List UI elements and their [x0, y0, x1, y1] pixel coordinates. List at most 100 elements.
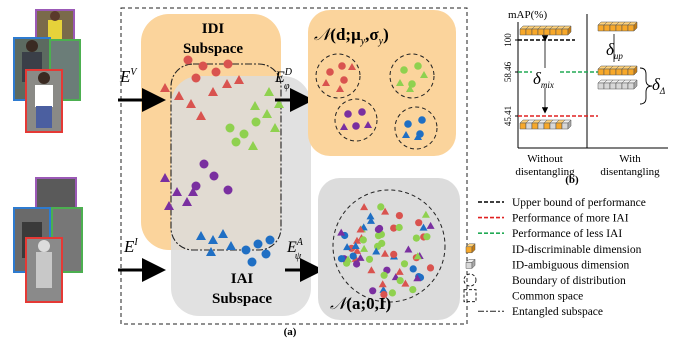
iai-distribution-formula: 𝒩(a;0,I)	[330, 294, 391, 314]
cubes-with-bottom	[597, 79, 638, 90]
mixed-point	[421, 210, 430, 218]
legend-label: Performance of less IAI	[512, 228, 622, 240]
mixed-point	[367, 266, 376, 274]
legend-dashdot-line-entry: Entangled subspace	[478, 306, 603, 318]
mixed-point	[390, 224, 398, 232]
cubes-with-top	[597, 21, 638, 32]
mixed-point	[377, 203, 385, 211]
mixed-point	[396, 277, 404, 285]
mixed-point	[412, 234, 420, 242]
mixed-point	[353, 236, 361, 244]
common-space-frame	[120, 7, 468, 325]
mixed-point	[374, 225, 382, 234]
legend: Upper bound of performance Performance of…	[463, 197, 646, 318]
legend-gray-cube-entry: ID-ambiguous dimension	[465, 259, 629, 271]
mixed-point	[401, 279, 410, 287]
y-tick-label: 45.41	[503, 106, 513, 126]
mixed-point	[378, 280, 387, 288]
mixed-point	[369, 287, 377, 295]
x-label-without-line1: Without	[527, 153, 563, 165]
mixed-point	[413, 274, 422, 282]
mixed-point	[353, 246, 362, 254]
mixed-point	[374, 242, 382, 250]
mixed-point	[367, 216, 375, 224]
legend-label: Entangled subspace	[512, 306, 603, 318]
idi-head-label: ED φ	[274, 67, 293, 92]
y-tick-label: 100	[503, 33, 513, 47]
mixed-point	[390, 250, 398, 258]
iai-distribution-boundary	[332, 189, 446, 303]
mixed-point	[379, 285, 388, 293]
y-tick-label: 58.46	[503, 61, 513, 82]
idi-title-line1: IDI	[202, 21, 225, 37]
mixed-point	[359, 236, 367, 244]
panel-b-chart: mAP(%) 100 58.46 45.41 Without disentangli…	[503, 9, 668, 186]
iai-mixed-points	[337, 203, 435, 299]
legend-black-dash-entry: Upper bound of performance	[478, 197, 646, 209]
cubes-with-mid	[597, 65, 638, 76]
mixed-point	[395, 267, 404, 275]
x-label-without-line2: disentangling	[515, 166, 575, 178]
cubes-without-top	[519, 25, 572, 36]
mixed-point	[381, 207, 390, 215]
legend-label: ID-ambiguous dimension	[512, 259, 629, 271]
legend-red-dash-entry: Performance of more IAI	[478, 213, 629, 225]
mixed-point	[360, 203, 369, 211]
mixed-point	[381, 249, 389, 257]
mixed-point	[353, 260, 361, 268]
mixed-point	[343, 243, 352, 251]
mixed-point	[351, 242, 360, 249]
mixed-point	[365, 255, 374, 263]
mixed-point	[356, 253, 365, 261]
mixed-point	[415, 219, 423, 227]
mixed-point	[356, 225, 365, 233]
mixed-point	[413, 252, 422, 260]
mixed-point	[380, 271, 388, 279]
mixed-point	[395, 212, 403, 220]
mixed-point	[419, 223, 428, 231]
visible-person-images	[13, 9, 81, 133]
mixed-point	[426, 264, 435, 272]
idi-title-line2: Subspace	[183, 41, 243, 57]
mixed-point	[409, 265, 417, 273]
delta-diff-label: δΔ	[652, 75, 665, 96]
cubes-without-bottom	[519, 119, 572, 130]
iai-title-line2: Subspace	[212, 291, 272, 307]
mixed-point	[344, 255, 352, 263]
mixed-point	[404, 245, 413, 253]
subspace-feature-points	[160, 55, 284, 267]
mixed-point	[426, 221, 435, 229]
legend-orange-cube-entry: ID-discriminable dimension	[465, 243, 642, 256]
legend-label: ID-discriminable dimension	[512, 244, 642, 256]
mixed-point	[423, 233, 431, 241]
iai-head-label: EA ψ	[286, 237, 304, 262]
mixed-point	[395, 223, 403, 232]
mixed-point	[349, 252, 357, 260]
y-axis-label: mAP(%)	[508, 9, 547, 21]
delta-up-label: δup	[606, 40, 623, 61]
infrared-encoder-label: EI	[123, 237, 138, 256]
x-label-with-line1: With	[619, 153, 641, 165]
legend-dashed-square-entry: Common space	[463, 289, 583, 303]
legend-green-dash-entry: Performance of less IAI	[478, 228, 622, 240]
infrared-person-images	[13, 177, 83, 303]
iai-title-line1: IAI	[231, 271, 254, 287]
mixed-point	[388, 289, 396, 297]
legend-label: Upper bound of performance	[512, 197, 646, 209]
legend-label: Common space	[512, 291, 583, 303]
mixed-point	[380, 291, 388, 299]
mixed-point	[360, 244, 369, 252]
mixed-point	[400, 260, 409, 268]
mixed-point	[374, 232, 383, 240]
mixed-point	[372, 247, 381, 255]
mixed-point	[337, 228, 346, 236]
visible-encoder-label: EV	[119, 67, 138, 86]
mixed-point	[366, 212, 375, 220]
legend-label: Performance of more IAI	[512, 213, 629, 225]
delta-diff-brace	[639, 67, 653, 105]
legend-label: Boundary of distribution	[512, 275, 626, 287]
idi-identity-clusters	[315, 53, 438, 150]
mixed-point	[337, 255, 346, 263]
mixed-point	[409, 286, 417, 294]
